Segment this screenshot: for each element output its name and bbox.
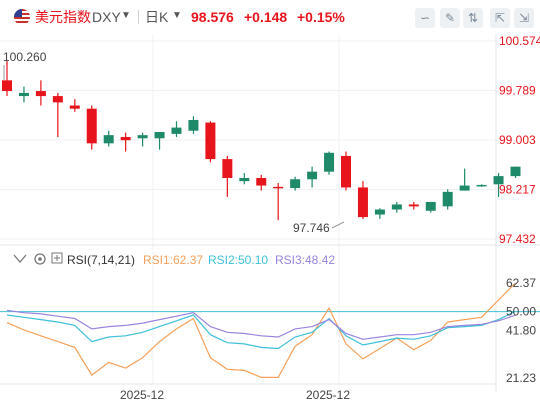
candle-body bbox=[374, 209, 385, 215]
candle-body bbox=[256, 177, 267, 186]
low-annotation-leader bbox=[331, 221, 345, 229]
candle-body bbox=[307, 171, 318, 180]
collapse-icon[interactable]: ⇲ bbox=[514, 8, 534, 28]
symbol-code[interactable]: DXY bbox=[92, 9, 121, 25]
candle-body bbox=[425, 201, 436, 211]
fullscreen-icon[interactable]: ⇱ bbox=[490, 8, 510, 28]
candle-body bbox=[341, 155, 351, 188]
candle-body bbox=[205, 122, 216, 160]
rsi3-label: RSI3:48.42 bbox=[275, 253, 335, 267]
candle-body bbox=[35, 91, 46, 97]
chevron-down-icon[interactable]: ▼ bbox=[121, 10, 131, 21]
time-axis: 2025-12 2025-12 bbox=[120, 388, 350, 402]
candle-body bbox=[476, 184, 487, 187]
candle-body bbox=[2, 80, 12, 92]
price-tick-label: 99.789 bbox=[499, 83, 536, 97]
candle-body bbox=[222, 159, 233, 178]
rsi3-line bbox=[6, 309, 516, 340]
candle-body bbox=[239, 177, 250, 182]
low-annotation-label: 97.746 bbox=[293, 221, 330, 235]
high-annotation-label: 100.260 bbox=[3, 50, 47, 64]
candle-body bbox=[103, 135, 114, 144]
candle-body bbox=[86, 108, 97, 144]
candle-body bbox=[154, 131, 165, 139]
settings-icon[interactable] bbox=[34, 253, 46, 265]
candle-body bbox=[510, 166, 521, 177]
settings-icon-center bbox=[38, 257, 42, 261]
candle-body bbox=[18, 92, 29, 97]
collapse-chevron-icon[interactable] bbox=[13, 254, 27, 263]
chevron-down-icon[interactable]: ▼ bbox=[172, 10, 182, 21]
eye-icon[interactable] bbox=[51, 252, 63, 264]
candle-body bbox=[290, 179, 301, 189]
rsi-tick-label: 41.80 bbox=[506, 324, 536, 338]
last-price: 98.576 bbox=[191, 9, 234, 25]
chart-style-icon[interactable]: ∽ bbox=[415, 8, 435, 28]
indicator-legend: RSI(7,14,21) RSI1:62.37 RSI2:50.10 RSI3:… bbox=[13, 252, 335, 267]
pencil-icon[interactable]: ✎ bbox=[440, 8, 460, 28]
time-tick-label: 2025-12 bbox=[306, 388, 350, 402]
rsi-axis: 62.37 50.00 41.80 21.23 bbox=[506, 276, 536, 385]
gridlines bbox=[0, 34, 496, 384]
rsi-tick-label: 62.37 bbox=[506, 276, 536, 290]
symbol-name[interactable]: 美元指数 bbox=[35, 9, 91, 25]
candle-body bbox=[171, 127, 182, 134]
price-tick-label: 99.003 bbox=[499, 133, 536, 147]
price-tick-label: 97.432 bbox=[499, 232, 536, 246]
candle-body bbox=[69, 105, 80, 109]
price-tick-label: 98.217 bbox=[499, 183, 536, 197]
candle-body bbox=[442, 191, 453, 207]
rsi-tick-label: 50.00 bbox=[506, 305, 536, 319]
rsi-indicator-name: RSI(7,14,21) bbox=[67, 253, 135, 267]
candle-body bbox=[357, 187, 368, 218]
chart-header: 美元指数 DXY ▼ 日K ▼ 98.576 +0.148 +0.15% ∽ ✎… bbox=[0, 0, 540, 34]
candle-body bbox=[137, 135, 148, 139]
candlestick-series bbox=[2, 60, 521, 221]
candle-body bbox=[188, 120, 199, 131]
candle-body bbox=[459, 185, 470, 191]
candle-body bbox=[52, 96, 63, 103]
rsi-series bbox=[0, 282, 540, 378]
price-change-percent: +0.15% bbox=[297, 9, 345, 25]
compare-icon[interactable]: ⇅ bbox=[463, 8, 483, 28]
rsi2-line bbox=[6, 310, 516, 350]
price-change: +0.148 bbox=[244, 9, 288, 25]
rsi1-line bbox=[6, 282, 516, 378]
rsi1-label: RSI1:62.37 bbox=[143, 253, 203, 267]
price-axis: 100.574 99.789 99.003 98.217 97.432 bbox=[499, 34, 540, 246]
header-divider bbox=[138, 10, 139, 24]
rsi-tick-label: 21.23 bbox=[506, 371, 536, 385]
price-tick-label: 100.574 bbox=[499, 34, 540, 48]
time-tick-label: 2025-12 bbox=[120, 388, 164, 402]
candle-body bbox=[391, 204, 402, 210]
candle-body bbox=[408, 204, 419, 207]
candle-body bbox=[493, 176, 504, 185]
candle-body bbox=[273, 186, 284, 189]
timeframe-select[interactable]: 日K bbox=[145, 9, 169, 25]
candle-body bbox=[120, 137, 131, 141]
chart-background bbox=[0, 34, 540, 408]
candle-body bbox=[324, 152, 335, 172]
rsi2-label: RSI2:50.10 bbox=[208, 253, 268, 267]
us-flag-icon bbox=[14, 9, 30, 25]
